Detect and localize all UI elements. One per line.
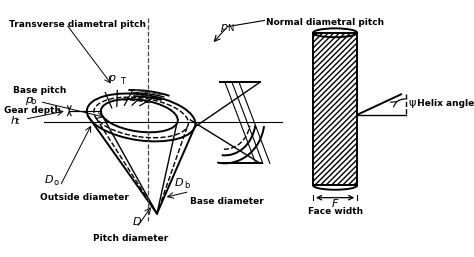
Text: Helix angle: Helix angle	[414, 99, 474, 108]
Text: h: h	[10, 116, 18, 126]
Text: F: F	[332, 199, 338, 209]
Text: N: N	[228, 24, 234, 33]
Text: ψ: ψ	[408, 98, 416, 108]
Text: Normal diametral pitch: Normal diametral pitch	[266, 18, 384, 27]
Text: b: b	[184, 181, 190, 190]
Text: p: p	[108, 73, 115, 83]
Text: Outside diameter: Outside diameter	[40, 193, 128, 202]
Text: p: p	[219, 22, 227, 32]
Text: D: D	[175, 178, 183, 188]
Text: Base diameter: Base diameter	[190, 197, 264, 206]
Text: Face width: Face width	[308, 207, 363, 216]
Text: Gear depth: Gear depth	[4, 106, 62, 115]
Text: b: b	[30, 97, 36, 106]
Text: T: T	[120, 77, 125, 86]
Bar	[313, 33, 357, 185]
Text: Transverse diametral pitch: Transverse diametral pitch	[9, 20, 146, 30]
Text: t: t	[16, 117, 19, 126]
Text: p: p	[25, 95, 32, 105]
Text: Pitch diameter: Pitch diameter	[93, 234, 168, 243]
Text: D: D	[44, 175, 53, 185]
Text: Base pitch: Base pitch	[13, 86, 67, 95]
Text: D: D	[132, 217, 141, 227]
Text: o: o	[54, 178, 59, 187]
